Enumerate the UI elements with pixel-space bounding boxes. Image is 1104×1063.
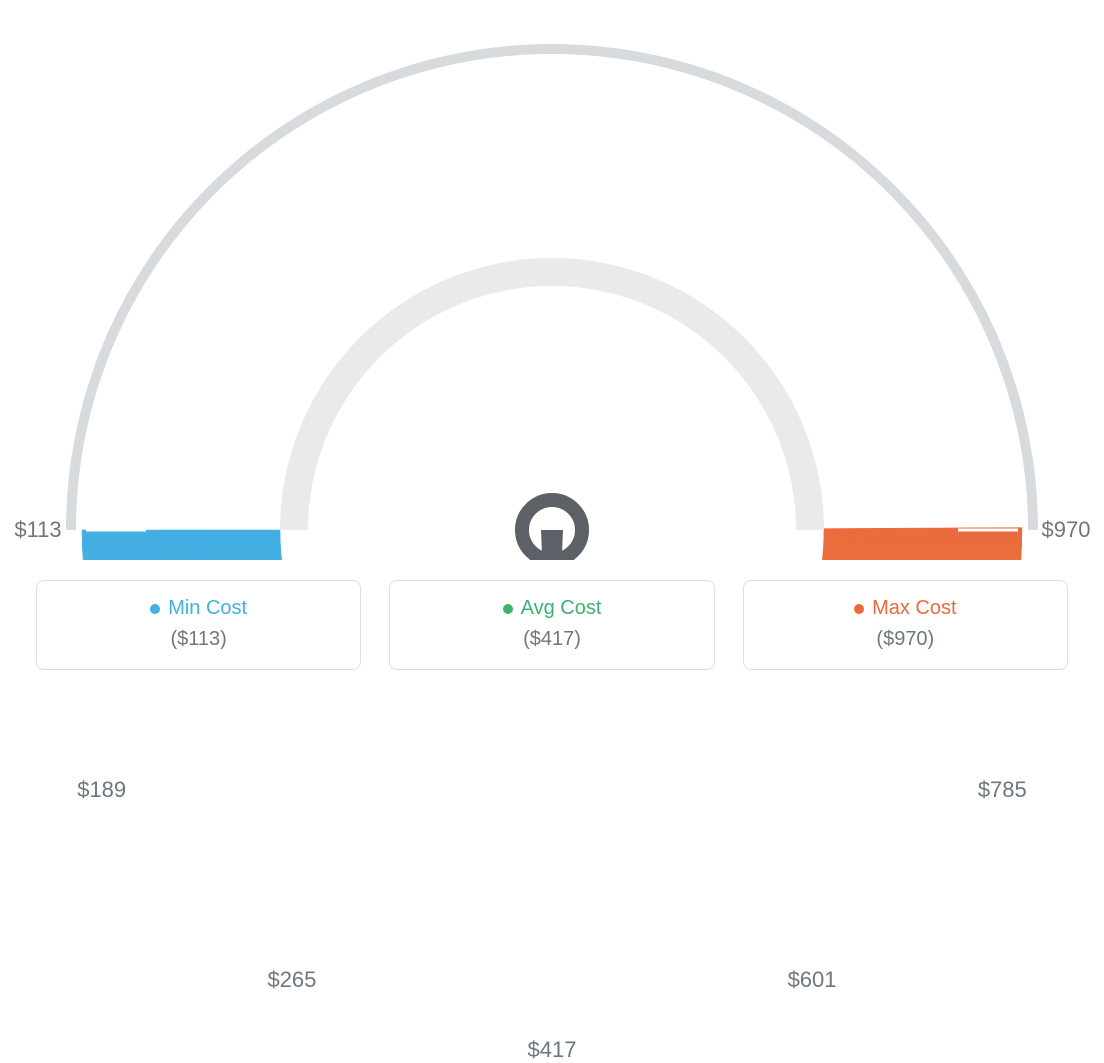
legend-row: Min Cost ($113) Avg Cost ($417) Max Cost…	[0, 580, 1104, 670]
legend-avg-label: Avg Cost	[521, 597, 602, 620]
dot-icon	[150, 604, 160, 614]
legend-max-title: Max Cost	[854, 597, 956, 620]
gauge-inner-ring	[280, 258, 824, 530]
gauge-tick-label: $785	[978, 777, 1027, 803]
legend-min-value: ($113)	[49, 628, 348, 651]
dot-icon	[503, 604, 513, 614]
legend-avg-value: ($417)	[402, 628, 701, 651]
legend-min-cost: Min Cost ($113)	[36, 580, 361, 670]
legend-max-cost: Max Cost ($970)	[743, 580, 1068, 670]
legend-min-label: Min Cost	[168, 597, 247, 620]
gauge-tick-label: $601	[788, 967, 837, 993]
legend-max-value: ($970)	[756, 628, 1055, 651]
gauge-tick-label: $265	[267, 967, 316, 993]
legend-avg-title: Avg Cost	[503, 597, 602, 620]
legend-min-title: Min Cost	[150, 597, 247, 620]
gauge-tick-label: $113	[14, 517, 61, 543]
legend-max-label: Max Cost	[872, 597, 956, 620]
gauge-svg	[0, 0, 1104, 560]
legend-avg-cost: Avg Cost ($417)	[389, 580, 714, 670]
gauge-outer-ring	[66, 44, 1038, 530]
dot-icon	[854, 604, 864, 614]
gauge-tick-label: $417	[528, 1037, 577, 1063]
gauge-tick-label: $970	[1042, 517, 1091, 543]
cost-gauge-chart: $113$189$265$417$601$785$970	[0, 0, 1104, 560]
gauge-tick-label: $189	[77, 777, 126, 803]
